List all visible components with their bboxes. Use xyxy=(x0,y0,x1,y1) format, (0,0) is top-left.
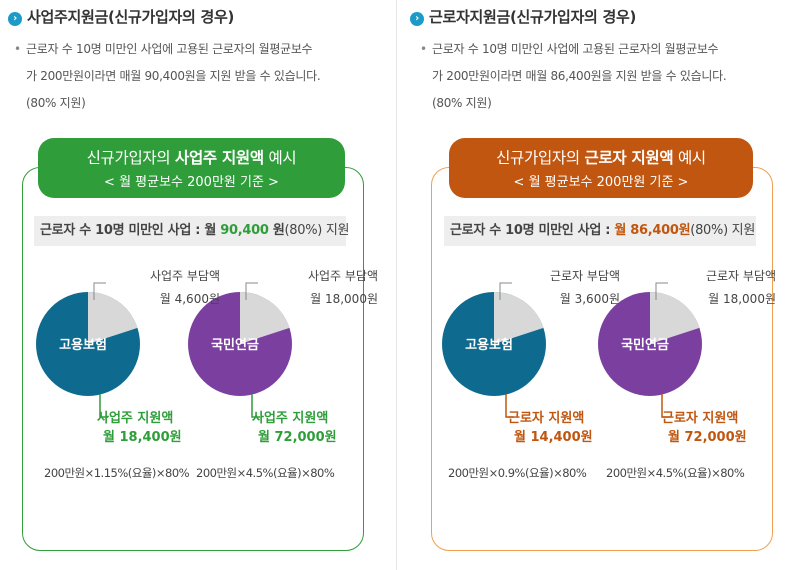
pie-center-label: 고용보험 xyxy=(59,337,107,353)
description-line: 근로자 수 10명 미만인 사업에 고용된 근로자의 월평균보수 xyxy=(26,42,313,56)
support-leader-line xyxy=(99,394,108,418)
pie-center-label: 고용보험 xyxy=(465,337,513,353)
pie-chart: 국민연금 xyxy=(188,282,292,418)
pie-charts: 고용보험 국민연금 xyxy=(36,282,292,418)
pie-center-label: 국민연금 xyxy=(621,337,669,353)
burden-leader-line xyxy=(93,282,106,300)
burden-label: 근로자 부담액 월 3,600원 xyxy=(549,269,620,306)
summary-bar: 근로자 수 10명 미만인 사업 : 월 90,400 원(80%) 지원 xyxy=(34,216,350,246)
burden-slice xyxy=(650,292,700,344)
support-leader-line xyxy=(661,394,670,418)
formula-text: 200만원×4.5%(요율)×80% xyxy=(196,466,335,480)
pie-center-label: 국민연금 xyxy=(211,337,259,353)
description-line: 근로자 수 10명 미만인 사업에 고용된 근로자의 월평균보수 xyxy=(432,42,719,56)
section-title: › 사업주지원금(신규가입자의 경우) xyxy=(8,6,234,27)
pie-chart: 국민연금 xyxy=(598,282,702,418)
support-leader-line xyxy=(505,394,514,418)
burden-label: 사업주 부담액 월 18,000원 xyxy=(307,269,378,306)
burden-label: 근로자 부담액 월 18,000원 xyxy=(705,269,776,306)
employer-support-section: › 사업주지원금(신규가입자의 경우) • 근로자 수 10명 미만인 사업에 고… xyxy=(0,0,397,570)
description-line: 가 200만원이라면 매월 86,400원을 지원 받을 수 있습니다. xyxy=(432,69,727,83)
chevron-right-icon: › xyxy=(8,12,22,26)
column-divider xyxy=(396,0,397,570)
section-description: • 근로자 수 10명 미만인 사업에 고용된 근로자의 월평균보수 가 200… xyxy=(14,36,384,117)
description-line: 가 200만원이라면 매월 90,400원을 지원 받을 수 있습니다. xyxy=(26,69,321,83)
section-title: › 근로자지원금(신규가입자의 경우) xyxy=(410,6,636,27)
formula-text: 200만원×1.15%(요율)×80% xyxy=(44,466,190,480)
burden-slice xyxy=(494,292,544,344)
support-label: 사업주 지원액 월 72,000원 xyxy=(252,411,337,445)
pie-charts: 고용보험 국민연금 xyxy=(442,282,702,418)
description-line: (80% 지원) xyxy=(432,96,492,110)
pie-chart: 고용보험 xyxy=(36,282,140,418)
burden-leader-line xyxy=(245,282,258,300)
bullet-icon: • xyxy=(14,42,21,56)
pie-chart: 고용보험 xyxy=(442,282,546,418)
summary-bar: 근로자 수 10명 미만인 사업 : 월 86,400원(80%) 지원 xyxy=(444,216,756,246)
burden-slice xyxy=(88,292,138,344)
example-header: 신규가입자의 사업주 지원액 예시 < 월 평균보수 200만원 기준 > xyxy=(38,138,345,198)
support-label: 근로자 지원액 월 72,000원 xyxy=(662,411,747,445)
support-leader-line xyxy=(251,394,260,418)
support-label: 사업주 지원액 월 18,400원 xyxy=(97,411,182,445)
formula-text: 200만원×4.5%(요율)×80% xyxy=(606,466,745,480)
section-description: • 근로자 수 10명 미만인 사업에 고용된 근로자의 월평균보수 가 200… xyxy=(420,36,790,117)
burden-leader-line xyxy=(655,282,668,300)
description-line: (80% 지원) xyxy=(26,96,86,110)
burden-label: 사업주 부담액 월 4,600원 xyxy=(149,269,220,306)
burden-leader-line xyxy=(499,282,512,300)
bullet-icon: • xyxy=(420,42,427,56)
example-header: 신규가입자의 근로자 지원액 예시 < 월 평균보수 200만원 기준 > xyxy=(449,138,753,198)
formula-text: 200만원×0.9%(요율)×80% xyxy=(448,466,587,480)
burden-slice xyxy=(240,292,290,344)
support-label: 근로자 지원액 월 14,400원 xyxy=(508,411,593,445)
chevron-right-icon: › xyxy=(410,12,424,26)
worker-support-section: › 근로자지원금(신규가입자의 경우) • 근로자 수 10명 미만인 사업에 고… xyxy=(398,0,795,570)
